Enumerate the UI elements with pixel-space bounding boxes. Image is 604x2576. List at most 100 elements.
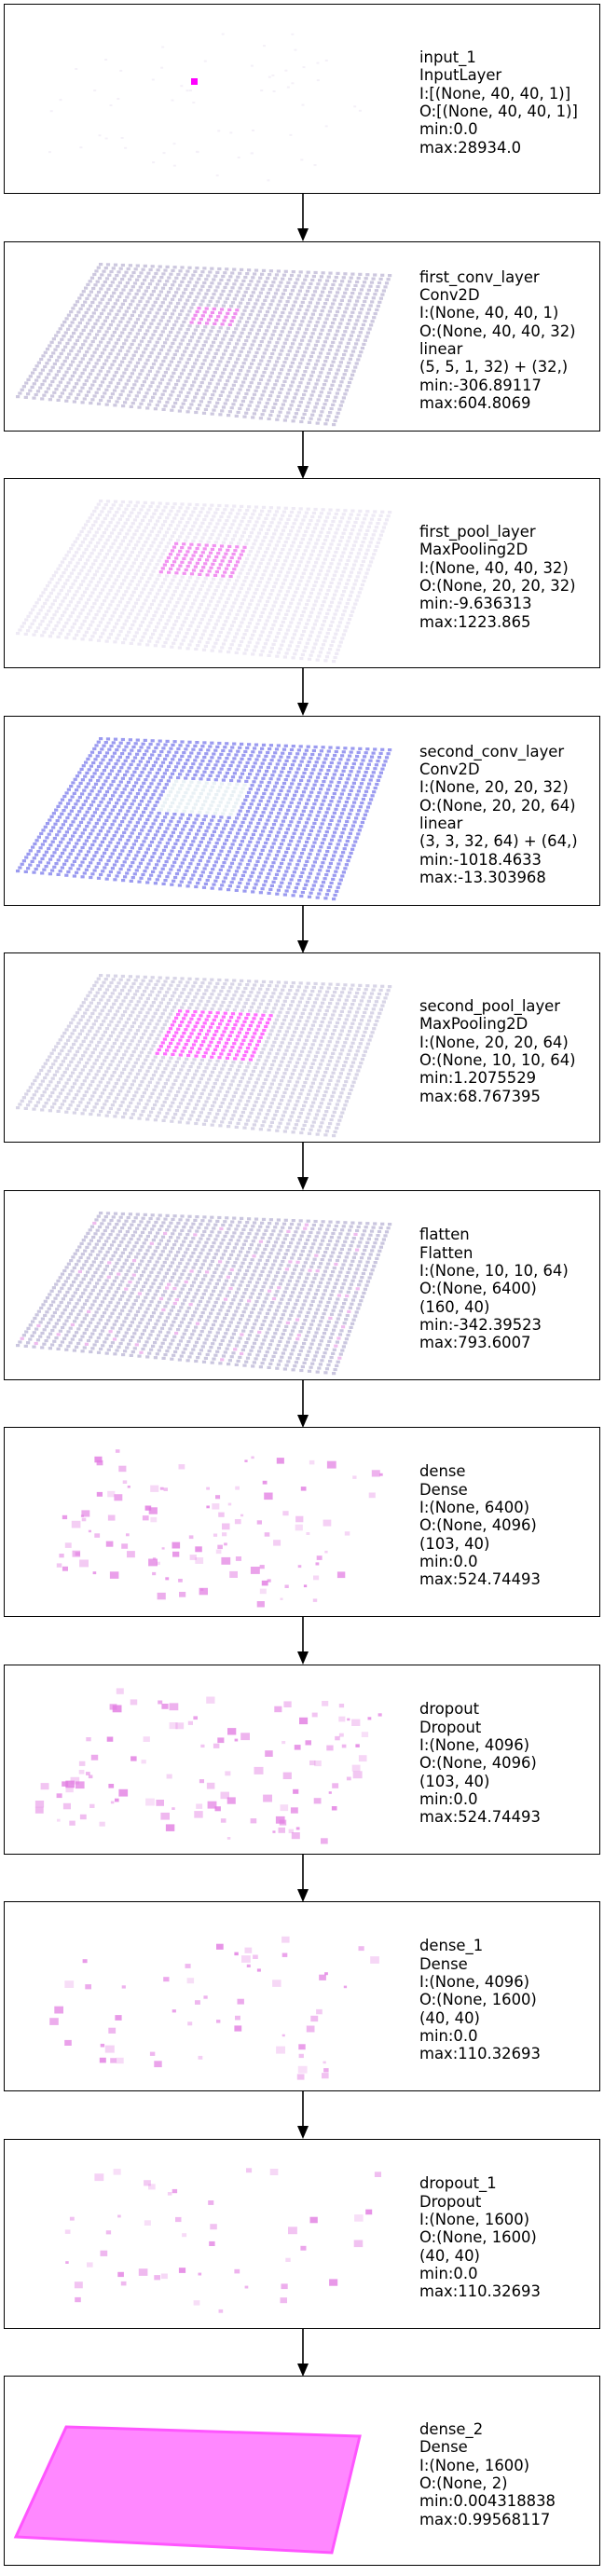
grid-cell: [75, 551, 79, 555]
grid-cell: [311, 646, 316, 650]
grid-cell: [158, 555, 163, 559]
grid-cell: [359, 762, 364, 766]
grid-cell: [202, 596, 207, 599]
grid-cell: [258, 799, 263, 802]
grid-cell: [45, 348, 50, 351]
grid-cell: [158, 856, 163, 859]
grid-cell: [204, 355, 209, 359]
grid-cell: [122, 274, 127, 278]
grid-cell: [202, 503, 207, 507]
grid-cell: [133, 557, 138, 561]
grid-cell: [125, 756, 130, 760]
grid-cell: [40, 856, 45, 861]
grid-cell: [238, 624, 242, 628]
grid-cell: [215, 174, 219, 177]
grid-cell: [237, 305, 241, 308]
grid-cell: [104, 388, 109, 391]
grid-cell: [131, 814, 136, 817]
layer-box: second_pool_layer MaxPooling2D I:(None, 20…: [4, 952, 600, 1143]
grid-cell: [146, 508, 151, 512]
grid-cell: [73, 303, 77, 307]
grid-cell: [284, 812, 289, 815]
grid-cell: [319, 275, 323, 279]
grid-cell: [43, 825, 48, 829]
grid-cell: [135, 583, 140, 587]
grid-cell: [118, 378, 123, 382]
grid-cell: [130, 861, 135, 865]
grid-cell: [58, 395, 62, 399]
grid-cell: [193, 565, 198, 569]
grid-cell: [238, 746, 242, 749]
grid-cell: [161, 644, 166, 648]
grid-cell: [128, 514, 132, 518]
grid-cell: [172, 783, 177, 787]
grid-cell: [201, 566, 206, 569]
grid-cell: [235, 545, 240, 549]
grid-cell: [219, 529, 224, 533]
grid-cell: [301, 848, 306, 852]
grid-cell: [275, 834, 280, 838]
grid-cell: [122, 550, 127, 554]
grid-cell: [142, 855, 146, 858]
grid-cell: [320, 584, 324, 588]
grid-cell: [207, 841, 212, 844]
grid-cell: [236, 338, 240, 342]
grid-cell: [233, 820, 238, 824]
grid-cell: [96, 387, 101, 391]
grid-cell: [204, 514, 209, 518]
grid-cell: [180, 323, 185, 327]
grid-cell: [18, 866, 22, 870]
grid-cell: [261, 776, 266, 780]
grid-cell: [290, 380, 295, 384]
grid-cell: [135, 264, 140, 267]
grid-cell: [254, 810, 258, 814]
grid-cell: [142, 380, 146, 384]
grid-cell: [289, 529, 294, 533]
grid-cell: [142, 336, 146, 339]
grid-cell: [312, 527, 318, 530]
grid-cell: [86, 993, 90, 997]
grid-cell: [250, 546, 254, 550]
grid-cell: [299, 894, 304, 898]
grid-cell: [139, 508, 144, 512]
grid-cell: [157, 336, 161, 341]
grid-cell: [333, 356, 337, 360]
grid-cell: [120, 317, 125, 321]
grid-cell: [268, 869, 273, 872]
grid-cell: [254, 268, 259, 272]
grid-cell: [186, 357, 191, 362]
grid-cell: [280, 532, 284, 536]
grid-cell: [114, 844, 118, 849]
grid-cell: [59, 603, 63, 607]
grid-cell: [274, 510, 280, 514]
grid-cell: [267, 853, 271, 856]
grid-cell: [262, 884, 267, 887]
grid-cell: [83, 774, 88, 778]
grid-cell: [89, 832, 93, 836]
grid-cell: [197, 321, 201, 325]
grid-cell: [262, 520, 267, 524]
grid-cell: [62, 610, 67, 614]
grid-cell: [260, 868, 265, 871]
grid-cell: [287, 644, 292, 648]
grid-cell: [172, 266, 177, 269]
grid-cell: [247, 520, 252, 524]
grid-cell: [225, 282, 229, 286]
grid-cell: [223, 746, 227, 749]
grid-cell: [247, 350, 252, 354]
grid-cell: [76, 867, 81, 871]
grid-cell: [69, 585, 74, 589]
grid-cell: [138, 595, 143, 598]
grid-cell: [315, 775, 321, 779]
grid-cell: [334, 788, 338, 792]
grid-cell: [246, 553, 252, 557]
grid-cell: [132, 635, 137, 638]
grid-cell: [305, 404, 309, 408]
grid-cell: [311, 274, 316, 279]
grid-cell: [24, 381, 29, 385]
grid-cell: [181, 828, 185, 831]
grid-cell: [268, 336, 273, 340]
grid-cell: [185, 313, 190, 317]
grid-cell: [58, 802, 62, 805]
grid-cell: [120, 514, 125, 518]
